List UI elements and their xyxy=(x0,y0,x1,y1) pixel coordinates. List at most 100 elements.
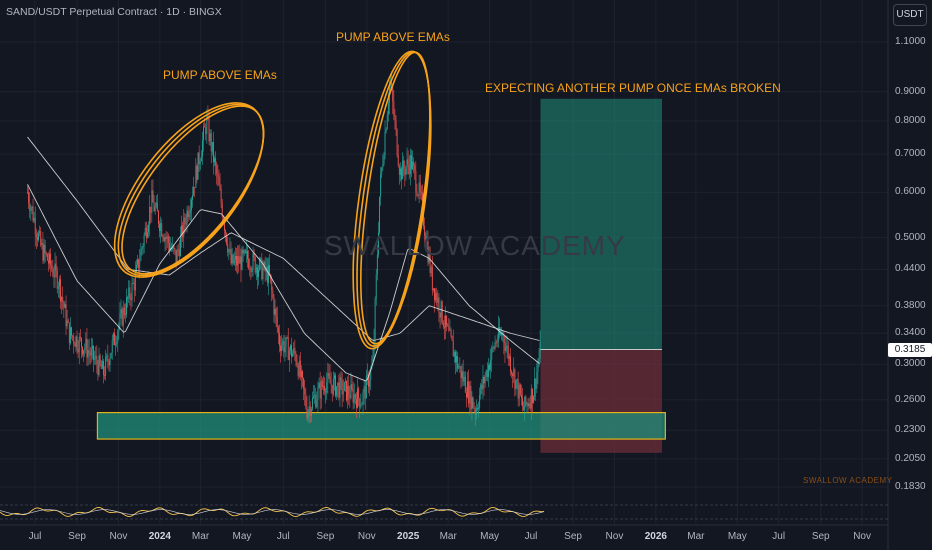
candle-body xyxy=(242,249,244,254)
candle-body xyxy=(355,399,357,408)
candle-body xyxy=(383,155,385,165)
candle-body xyxy=(516,379,518,381)
candle-body xyxy=(442,322,444,327)
candle-body xyxy=(385,129,387,132)
candle-body xyxy=(311,397,313,409)
candle-body xyxy=(374,298,376,339)
candle-body xyxy=(435,292,437,301)
candle-body xyxy=(364,386,366,399)
candle-body xyxy=(480,384,482,396)
candle-body xyxy=(109,358,111,366)
candle-body xyxy=(105,357,107,376)
candle-body xyxy=(210,133,212,152)
candle-body xyxy=(121,309,123,326)
candle-body xyxy=(318,382,320,388)
candle-body xyxy=(381,167,383,175)
candle-body xyxy=(494,342,496,349)
candle-body xyxy=(511,371,512,374)
candle-body xyxy=(199,161,201,165)
candle-body xyxy=(86,338,88,358)
currency-button[interactable]: USDT xyxy=(893,4,927,26)
candle-body xyxy=(91,346,93,349)
candle-body xyxy=(368,374,369,387)
candle-body xyxy=(117,331,119,343)
candle-body xyxy=(79,336,81,339)
candle-body xyxy=(102,360,104,376)
candle-body xyxy=(526,403,528,405)
candle-body xyxy=(380,174,382,197)
candle-body xyxy=(315,395,317,408)
candle-body xyxy=(104,375,105,376)
candle-body xyxy=(327,373,329,383)
candle-body xyxy=(39,231,41,234)
candle-body xyxy=(349,395,351,399)
candle-body xyxy=(64,304,66,308)
candle-body xyxy=(347,385,349,400)
candle-body xyxy=(280,345,281,351)
x-tick-label: Jul xyxy=(772,531,786,542)
candle-body xyxy=(84,348,86,351)
candle-body xyxy=(189,210,191,213)
candle-body xyxy=(337,382,339,387)
ema-fast-line xyxy=(27,184,540,382)
candle-body xyxy=(449,329,451,331)
candle-body xyxy=(489,364,490,370)
candle-body xyxy=(27,192,28,194)
candle-body xyxy=(437,297,439,303)
candle-body xyxy=(490,359,492,370)
candle-body xyxy=(255,267,257,273)
x-tick-label: Nov xyxy=(853,531,872,542)
y-tick-label: 0.1830 xyxy=(895,481,926,492)
candle-body xyxy=(386,114,388,130)
candle-body xyxy=(409,155,411,175)
candle-body xyxy=(421,193,423,202)
candle-body xyxy=(241,249,243,270)
candle-body xyxy=(472,397,474,408)
candle-body xyxy=(236,256,237,266)
candle-body xyxy=(276,316,278,328)
candle-body xyxy=(152,190,154,203)
candle-body xyxy=(528,403,530,407)
candle-body xyxy=(504,343,506,351)
x-tick-label: May xyxy=(232,531,252,542)
candle-body xyxy=(529,403,531,409)
candle-body xyxy=(186,210,188,225)
candle-body xyxy=(425,235,427,244)
candle-body xyxy=(483,376,485,384)
profit-zone xyxy=(540,98,662,350)
candle-body xyxy=(274,308,276,315)
candle-body xyxy=(80,338,82,348)
candle-body xyxy=(485,370,487,377)
candle-body xyxy=(500,333,501,335)
candle-body xyxy=(519,384,521,395)
candle-body xyxy=(217,174,219,177)
candle-body xyxy=(293,348,295,354)
candle-body xyxy=(118,325,120,332)
candle-body xyxy=(474,409,476,415)
candle-body xyxy=(93,346,94,360)
candle-body xyxy=(77,349,79,353)
candle-body xyxy=(412,161,413,170)
candle-body xyxy=(82,347,83,355)
candle-body xyxy=(396,129,398,156)
candle-body xyxy=(229,249,231,250)
candle-body xyxy=(309,406,311,417)
candle-body xyxy=(94,358,96,360)
candle-body xyxy=(254,257,256,273)
candle-body xyxy=(495,342,497,344)
candle-body xyxy=(520,394,522,398)
candle-body xyxy=(185,223,187,225)
candle-body xyxy=(310,408,312,417)
x-tick-label: Sep xyxy=(316,531,335,542)
candle-body xyxy=(52,268,54,276)
candle-body xyxy=(417,195,419,197)
candle-body xyxy=(75,336,77,347)
candle-body xyxy=(145,227,147,238)
candle-body xyxy=(232,254,234,264)
candle-body xyxy=(99,355,101,364)
pump-highlight-1 xyxy=(121,105,265,275)
candle-body xyxy=(153,202,155,212)
candle-body xyxy=(228,249,230,253)
candle-body xyxy=(73,336,75,344)
